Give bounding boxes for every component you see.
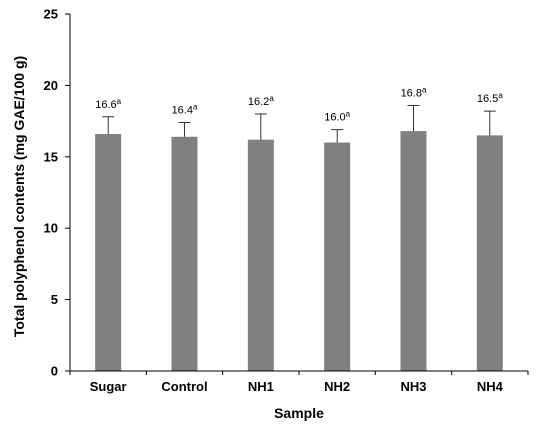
- data-label-nh4: 16.5a: [477, 91, 503, 105]
- y-tick-label: 0: [51, 364, 58, 379]
- bar-nh3: [400, 131, 427, 371]
- x-tick-label-nh3: NH3: [400, 379, 426, 394]
- y-tick-label: 20: [44, 78, 58, 93]
- bar-nh2: [324, 142, 351, 371]
- data-label-nh3: 16.8a: [401, 85, 427, 99]
- x-tick-label-nh1: NH1: [248, 379, 274, 394]
- bar-nh1: [247, 139, 274, 371]
- x-axis-title: Sample: [274, 405, 324, 421]
- error-bars-group: [102, 104, 496, 143]
- bar-nh4: [476, 135, 503, 371]
- data-label-nh2: 16.0a: [324, 110, 350, 124]
- data-labels-group: 16.6a 16.4a 16.2a 16.0a 16.8a 16.5a: [95, 85, 503, 123]
- x-tick-label-sugar: Sugar: [90, 379, 127, 394]
- y-tick-label: 5: [51, 292, 58, 307]
- x-tick-label-nh4: NH4: [477, 379, 504, 394]
- bar-control: [171, 136, 198, 371]
- data-label-nh1: 16.2a: [248, 94, 274, 108]
- axes-group: Sugar Control NH1 NH2 NH3 NH4 0 5 10 15 20 25: [44, 7, 529, 394]
- x-tick-label-control: Control: [161, 379, 207, 394]
- y-tick-label: 10: [44, 221, 58, 236]
- bar-sugar: [95, 133, 122, 371]
- y-axis-title: Total polyphenol contents (mg GAE/100 g): [11, 56, 27, 337]
- x-tick-label-nh2: NH2: [324, 379, 350, 394]
- bars-group: [95, 131, 503, 371]
- data-label-control: 16.4a: [172, 103, 198, 117]
- y-tick-label: 15: [44, 149, 58, 164]
- data-label-sugar: 16.6a: [95, 97, 121, 111]
- y-tick-label: 25: [44, 7, 58, 22]
